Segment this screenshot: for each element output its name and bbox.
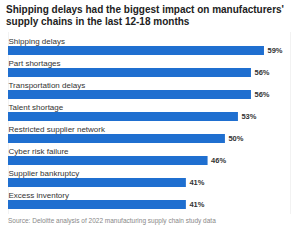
svg-text:50%: 50% (228, 134, 243, 143)
svg-text:Restricted supplier network: Restricted supplier network (9, 125, 106, 134)
svg-text:56%: 56% (254, 90, 269, 99)
svg-text:Transportation delays: Transportation delays (9, 81, 86, 90)
html-text:Shipping delays had the bigges: Shipping delays had the biggest impact o… (6, 4, 284, 27)
svg-text:41%: 41% (189, 178, 204, 187)
svg-text:46%: 46% (211, 156, 226, 165)
svg-text:53%: 53% (241, 112, 256, 121)
svg-text:Talent shortage: Talent shortage (9, 103, 64, 112)
svg-text:56%: 56% (254, 68, 269, 77)
svg-text:Supplier bankruptcy: Supplier bankruptcy (9, 169, 80, 178)
svg-text:Excess inventory: Excess inventory (9, 191, 69, 200)
svg-text:59%: 59% (267, 46, 282, 55)
svg-text:Cyber risk failure: Cyber risk failure (9, 147, 70, 156)
svg-text:Part shortages: Part shortages (9, 59, 61, 68)
html-text:Source: Deloitte analysis of 2: Source: Deloitte analysis of 2022 manufa… (8, 217, 216, 224)
svg-text:Shipping delays: Shipping delays (9, 37, 65, 46)
svg-text:41%: 41% (189, 200, 204, 209)
